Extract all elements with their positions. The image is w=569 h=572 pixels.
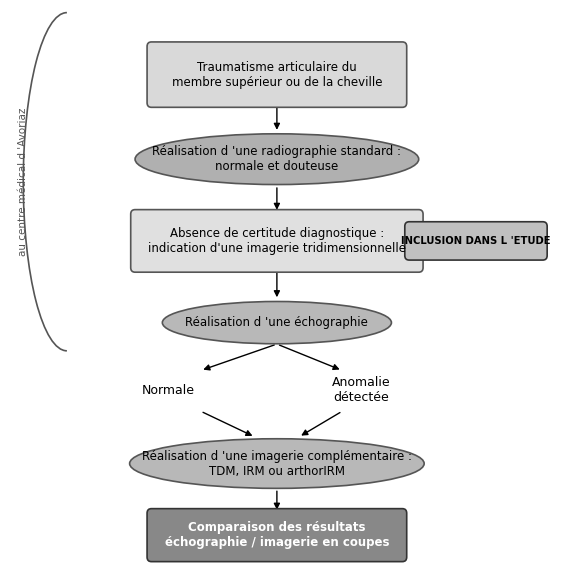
FancyBboxPatch shape bbox=[131, 209, 423, 272]
Text: Normale: Normale bbox=[141, 384, 194, 397]
Text: Traumatisme articulaire du
membre supérieur ou de la cheville: Traumatisme articulaire du membre supéri… bbox=[172, 61, 382, 89]
Text: Anomalie
détectée: Anomalie détectée bbox=[332, 376, 391, 404]
Ellipse shape bbox=[162, 301, 391, 344]
Text: INCLUSION DANS L 'ETUDE: INCLUSION DANS L 'ETUDE bbox=[401, 236, 551, 246]
Text: Réalisation d 'une radiographie standard :
normale et douteuse: Réalisation d 'une radiographie standard… bbox=[152, 145, 401, 173]
Text: Absence de certitude diagnostique :
indication d'une imagerie tridimensionnelle: Absence de certitude diagnostique : indi… bbox=[148, 227, 406, 255]
Text: Réalisation d 'une imagerie complémentaire :
TDM, IRM ou arthorIRM: Réalisation d 'une imagerie complémentai… bbox=[142, 450, 412, 478]
Ellipse shape bbox=[135, 134, 419, 185]
FancyBboxPatch shape bbox=[405, 222, 547, 260]
Text: Réalisation d 'une échographie: Réalisation d 'une échographie bbox=[185, 316, 368, 329]
Text: Comparaison des résultats
échographie / imagerie en coupes: Comparaison des résultats échographie / … bbox=[164, 521, 389, 549]
FancyBboxPatch shape bbox=[147, 42, 407, 108]
FancyBboxPatch shape bbox=[147, 509, 407, 562]
Text: au centre médical d 'Avoriaz: au centre médical d 'Avoriaz bbox=[18, 108, 28, 256]
Ellipse shape bbox=[130, 439, 424, 488]
